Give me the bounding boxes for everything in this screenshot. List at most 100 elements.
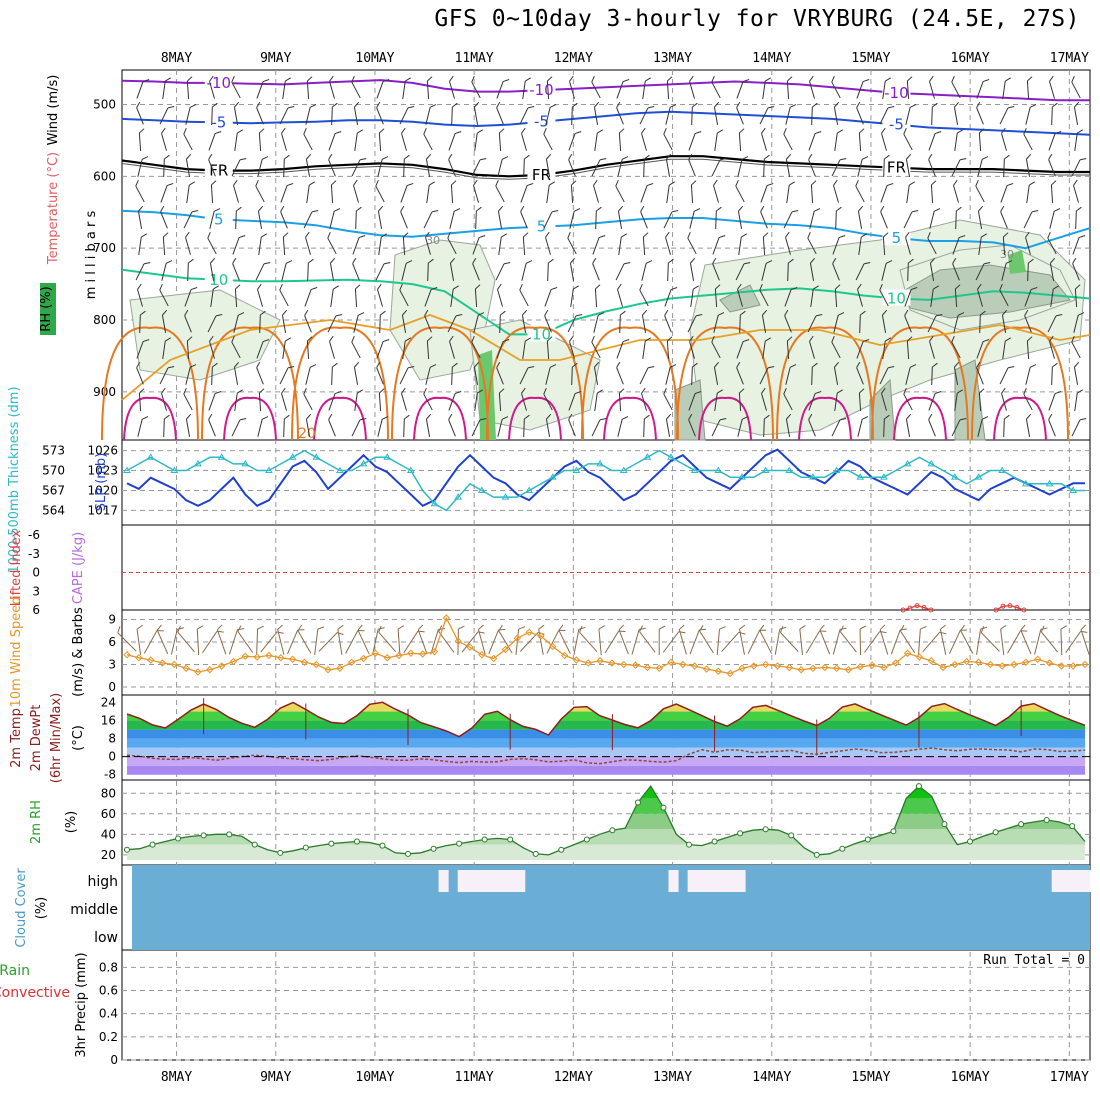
wind-barb-flag <box>497 283 502 290</box>
wind-barb-flag <box>983 262 991 265</box>
wind-barb <box>521 387 527 411</box>
pressure-tick: 700 <box>93 241 116 255</box>
isotherm-10 <box>121 268 1091 336</box>
temp-band <box>127 765 1085 775</box>
wind-barb-staff <box>615 263 625 281</box>
wind10-barb-staff <box>177 631 195 653</box>
wind-barb <box>521 260 533 281</box>
wind-barb <box>377 416 389 437</box>
isotherm-arc-20 <box>413 396 467 441</box>
wind-barb <box>593 179 599 203</box>
wind-barb-flag <box>284 337 292 342</box>
wind-barb-staff <box>594 393 598 411</box>
wind-barb-flag <box>836 206 842 212</box>
wind-barb-staff <box>928 393 936 411</box>
wind-barb-flag <box>694 131 702 135</box>
wind-barb <box>426 76 433 100</box>
wind-barb-flag <box>573 208 581 212</box>
wind-barb-flag <box>884 337 892 342</box>
thickness-marker <box>383 453 392 460</box>
wind-barb-flag <box>693 208 701 212</box>
wind-barb-flag <box>479 158 487 161</box>
wind-barb <box>763 154 770 178</box>
wind-barb <box>136 339 150 359</box>
wind10-marker <box>549 642 557 651</box>
wind-barb-flag <box>592 257 597 264</box>
wind-barb-flag <box>1004 154 1010 160</box>
wind-barb <box>1073 312 1085 333</box>
wind-barb-staff <box>353 315 359 333</box>
wind-barb <box>162 232 169 256</box>
wind-barb-flag <box>283 232 289 238</box>
wind-barb-flag <box>767 106 775 109</box>
wind-barb <box>231 418 247 437</box>
wind-barb <box>855 179 865 203</box>
wind10-barb-staff <box>805 630 821 654</box>
wind-barb-staff <box>690 289 694 307</box>
wind-barb-flag <box>476 129 484 134</box>
wind-barb-flag <box>375 179 379 187</box>
wind-barb-staff <box>283 418 285 438</box>
wind10-barb <box>579 625 598 652</box>
wind10-barb <box>515 626 526 655</box>
wind-barb <box>282 77 292 99</box>
thickness-tick: 570 <box>42 464 65 478</box>
wind-barb <box>496 101 504 125</box>
wind-barb-flag <box>166 183 174 187</box>
wind-barb-flag <box>159 283 163 291</box>
wind10-barb <box>1034 627 1048 655</box>
wind10-barb-staff <box>1065 631 1082 653</box>
wind-barb <box>833 312 845 333</box>
wind-barb-staff <box>640 185 648 203</box>
wind-barb <box>379 310 386 334</box>
wind-barb-staff <box>642 81 646 99</box>
wind-barb-staff <box>160 185 168 203</box>
wind-barb <box>642 337 652 359</box>
wind-barb-staff <box>954 393 958 411</box>
chart-title: GFS 0~10day 3-hourly for VRYBURG (24.5E,… <box>434 6 1080 32</box>
wind-barb-staff <box>809 211 815 229</box>
wind-barb-flag <box>739 128 745 134</box>
wind-barb <box>185 413 192 437</box>
wind10-marker <box>442 614 451 622</box>
wind-barb-staff <box>809 341 815 359</box>
wind10-barb-staff <box>1040 631 1059 653</box>
wind-barb-flag <box>359 158 367 161</box>
wind-barb-staff <box>567 237 577 255</box>
wind-barb <box>569 75 575 99</box>
wind10-marker <box>1045 659 1054 667</box>
wind-barb <box>568 131 582 151</box>
wind-barb-flag <box>431 210 439 213</box>
wind-barb-flag <box>351 75 355 83</box>
wind-barb-flag <box>839 158 847 161</box>
wind-barb-staff <box>543 133 553 151</box>
y-axis-label-wind10: 10m Wind Speed <box>9 597 24 708</box>
wind-barb-flag <box>210 257 216 264</box>
high-cloud-cell <box>735 870 746 892</box>
wind-barb-staff <box>259 314 261 334</box>
wind10-marker <box>371 649 380 657</box>
wind10-barb <box>662 631 686 653</box>
wind-barb-flag <box>907 336 913 342</box>
wind-barb <box>208 131 222 151</box>
wind10-marker <box>383 654 391 662</box>
wind10-barb-staff <box>976 629 982 655</box>
wind-barb-flag <box>235 284 241 290</box>
wind-barb-flag <box>477 312 485 316</box>
high-cloud-cell <box>515 870 526 892</box>
wind-barb <box>306 76 313 100</box>
wind-barb-staff <box>784 315 792 333</box>
wind-barb <box>833 179 839 203</box>
wind-barb-flag <box>832 257 837 264</box>
wind-barb-flag <box>951 335 955 343</box>
wind-barb-staff <box>328 159 336 177</box>
wind-barb <box>907 258 914 282</box>
wind10-marker <box>217 662 226 670</box>
wind-barb <box>808 153 816 177</box>
thickness-marker <box>336 466 344 474</box>
wind-barb-flag <box>928 153 933 160</box>
wind-barb-flag <box>211 180 217 186</box>
wind-barb <box>761 260 773 281</box>
wind-barb-flag <box>664 309 669 316</box>
isotherm-label-bg <box>527 112 556 129</box>
